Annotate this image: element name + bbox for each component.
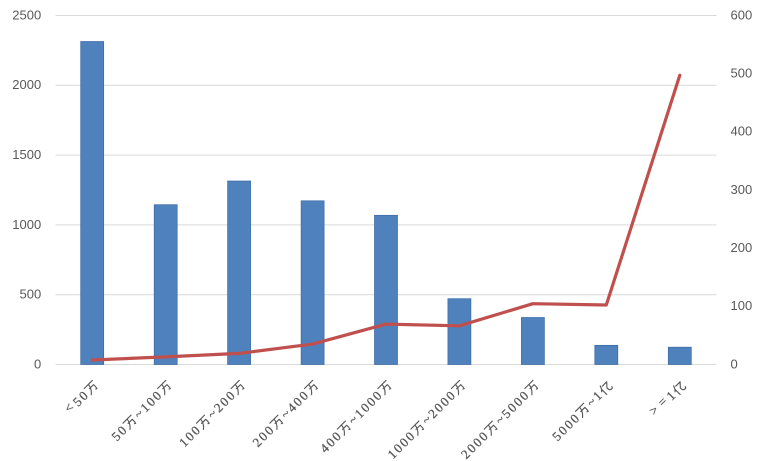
svg-text:0: 0 xyxy=(34,356,41,371)
svg-text:1500: 1500 xyxy=(12,147,41,162)
svg-text:500: 500 xyxy=(19,287,41,302)
svg-text:100: 100 xyxy=(731,298,753,313)
svg-text:0: 0 xyxy=(731,356,738,371)
svg-text:2500: 2500 xyxy=(12,7,41,22)
svg-text:400: 400 xyxy=(731,124,753,139)
svg-text:200: 200 xyxy=(731,240,753,255)
svg-text:300: 300 xyxy=(731,182,753,197)
svg-text:600: 600 xyxy=(731,7,753,22)
svg-text:2000: 2000 xyxy=(12,77,41,92)
svg-text:500: 500 xyxy=(731,66,753,81)
svg-text:1000: 1000 xyxy=(12,217,41,232)
